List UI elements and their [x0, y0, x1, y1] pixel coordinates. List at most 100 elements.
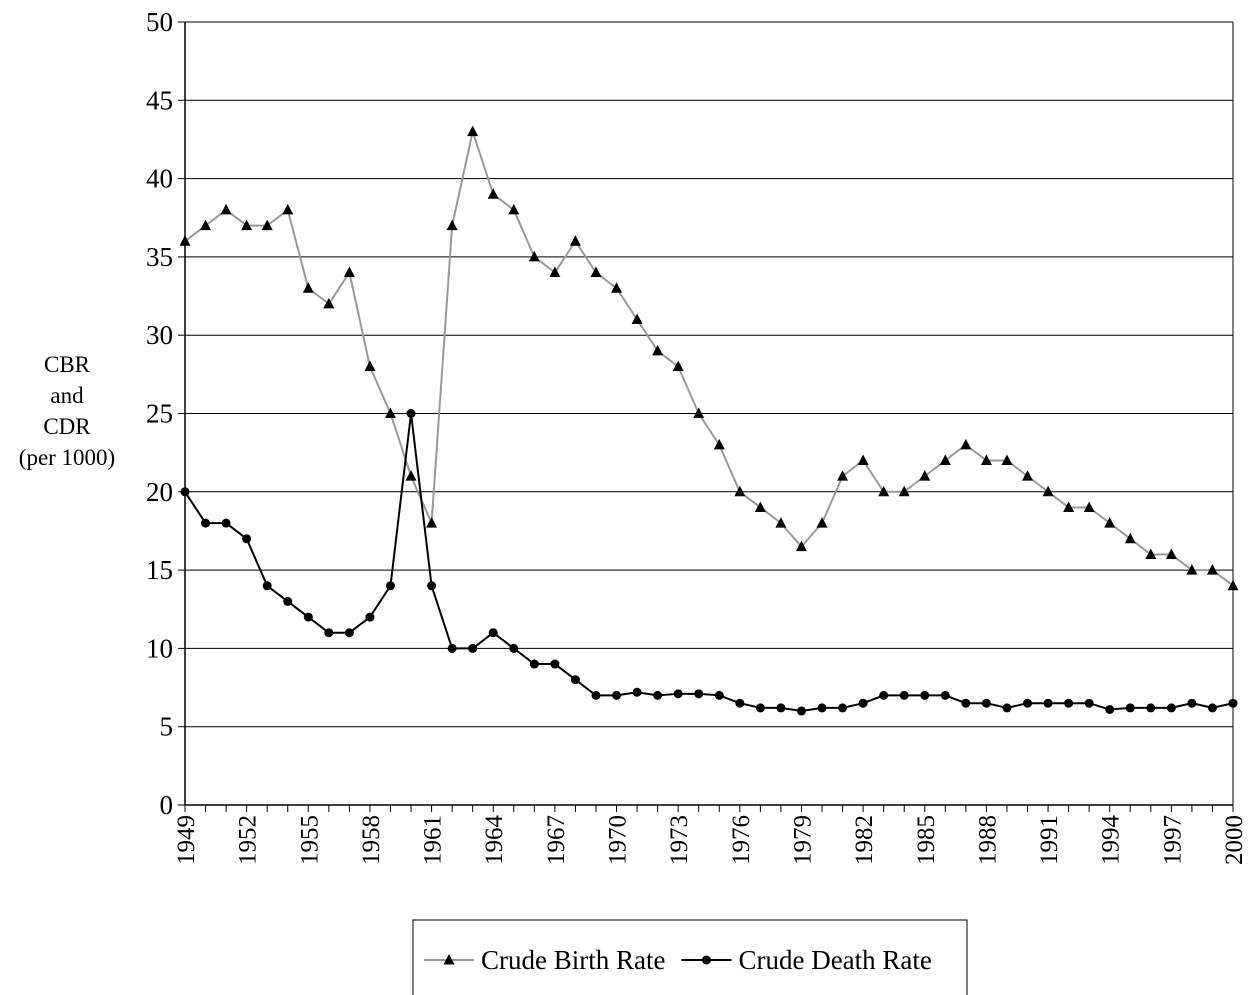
marker	[960, 438, 972, 450]
y-tick-label: 25	[146, 399, 173, 429]
marker	[549, 266, 561, 278]
marker	[200, 219, 212, 231]
marker	[1001, 454, 1013, 465]
marker	[899, 690, 909, 700]
marker	[878, 485, 890, 497]
y-tick-label: 35	[146, 242, 173, 272]
x-tick-label: 1979	[789, 815, 816, 865]
marker	[364, 360, 376, 372]
marker	[1105, 704, 1115, 714]
marker	[570, 675, 580, 685]
marker	[713, 438, 725, 450]
marker	[447, 643, 457, 653]
x-tick-label: 1952	[235, 815, 262, 865]
marker	[817, 703, 827, 713]
marker	[816, 517, 828, 528]
marker	[385, 581, 395, 591]
marker	[838, 703, 848, 713]
marker	[262, 581, 272, 591]
marker	[443, 954, 455, 965]
marker	[632, 687, 642, 697]
y-tick-label: 15	[146, 555, 173, 585]
marker	[550, 659, 560, 669]
marker	[324, 628, 334, 638]
marker	[611, 282, 623, 293]
marker	[427, 581, 437, 591]
marker	[672, 360, 684, 372]
marker	[1227, 579, 1239, 591]
marker	[1206, 564, 1218, 575]
marker	[1145, 548, 1157, 559]
marker	[1083, 501, 1095, 512]
x-tick-label: 1994	[1098, 815, 1125, 866]
series-line	[184, 413, 1234, 713]
x-tick-label: 1988	[974, 815, 1001, 865]
marker	[343, 266, 355, 278]
marker	[837, 470, 849, 481]
x-tick-label: 1958	[358, 815, 385, 865]
marker	[776, 703, 786, 713]
legend-label: Crude Birth Rate	[481, 945, 665, 975]
marker	[1063, 501, 1075, 512]
x-tick-label: 1991	[1036, 815, 1063, 865]
series-line	[184, 127, 1234, 587]
marker	[201, 518, 211, 528]
y-tick-label: 30	[146, 320, 173, 350]
marker	[857, 454, 869, 465]
marker	[1125, 703, 1135, 713]
marker	[701, 955, 711, 965]
marker	[1124, 532, 1136, 544]
marker	[735, 698, 745, 708]
marker	[1228, 698, 1238, 708]
marker	[283, 596, 293, 606]
marker	[323, 297, 335, 309]
marker	[653, 690, 663, 700]
marker	[1166, 703, 1176, 713]
marker	[384, 407, 396, 418]
marker	[694, 689, 704, 699]
marker	[529, 659, 539, 669]
legend: Crude Birth Rate Crude Death Rate	[412, 919, 968, 995]
marker	[405, 470, 417, 481]
y-axis-label-line: and	[50, 383, 84, 408]
marker	[795, 540, 807, 552]
x-tick-label: 2000	[1221, 815, 1248, 865]
marker	[509, 643, 519, 653]
marker	[981, 698, 991, 708]
x-tick-label: 1955	[296, 815, 323, 865]
marker	[1042, 485, 1054, 497]
x-tick-label: 1949	[173, 815, 200, 865]
y-tick-label: 20	[146, 477, 173, 507]
marker	[569, 235, 581, 246]
marker	[508, 203, 520, 215]
marker	[221, 518, 231, 528]
marker	[1207, 703, 1217, 713]
marker	[775, 517, 787, 528]
marker	[734, 485, 746, 497]
y-axis-label-line: CBR	[44, 352, 91, 377]
marker	[673, 689, 683, 699]
marker	[488, 628, 498, 638]
marker	[919, 470, 931, 481]
marker	[631, 313, 643, 325]
legend-frame	[412, 919, 968, 995]
y-axis-label-line: CDR	[43, 414, 91, 439]
marker	[898, 485, 910, 497]
marker	[755, 703, 765, 713]
marker	[754, 501, 766, 512]
y-tick-label: 45	[146, 85, 173, 115]
marker	[1146, 703, 1156, 713]
marker	[980, 454, 992, 465]
x-tick-label: 1997	[1159, 815, 1186, 865]
marker	[693, 407, 705, 418]
marker	[714, 690, 724, 700]
marker	[1023, 698, 1033, 708]
marker	[241, 219, 253, 231]
marker	[1187, 698, 1197, 708]
marker	[179, 235, 191, 246]
marker	[242, 534, 252, 544]
marker	[180, 487, 190, 497]
marker	[344, 628, 354, 638]
y-tick-label: 50	[146, 7, 173, 37]
